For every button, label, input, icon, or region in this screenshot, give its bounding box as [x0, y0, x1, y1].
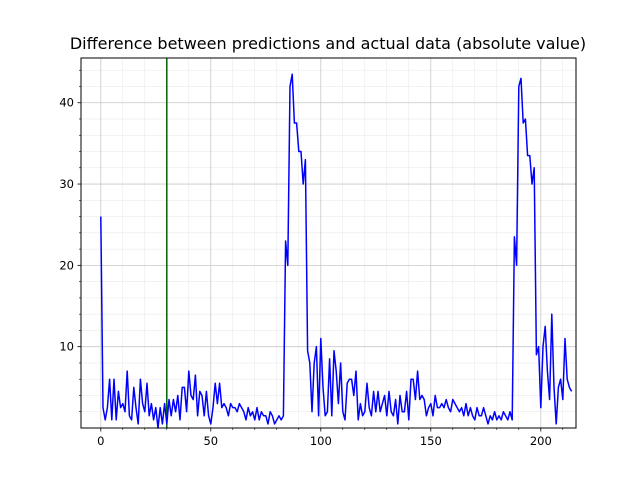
x-axis: 0 50 100 150 200 — [97, 428, 564, 448]
series-line — [100, 73, 573, 429]
y-tick-label: 20 — [59, 258, 74, 272]
plot-frame — [80, 57, 577, 429]
plot-background — [81, 58, 576, 428]
x-tick-label: 0 — [97, 434, 104, 448]
chart-title: Difference between predictions and actua… — [70, 34, 586, 53]
x-tick-label: 150 — [420, 434, 442, 448]
major-grid — [81, 58, 576, 428]
series-layer — [100, 73, 573, 429]
plot-area — [80, 57, 577, 429]
y-tick-label: 30 — [59, 177, 74, 191]
y-axis: 10 20 30 40 — [59, 69, 81, 413]
x-tick-label: 50 — [203, 434, 218, 448]
y-tick-label: 10 — [59, 340, 74, 354]
x-tick-label: 200 — [530, 434, 552, 448]
y-tick-label: 40 — [59, 96, 74, 110]
x-tick-label: 100 — [310, 434, 332, 448]
